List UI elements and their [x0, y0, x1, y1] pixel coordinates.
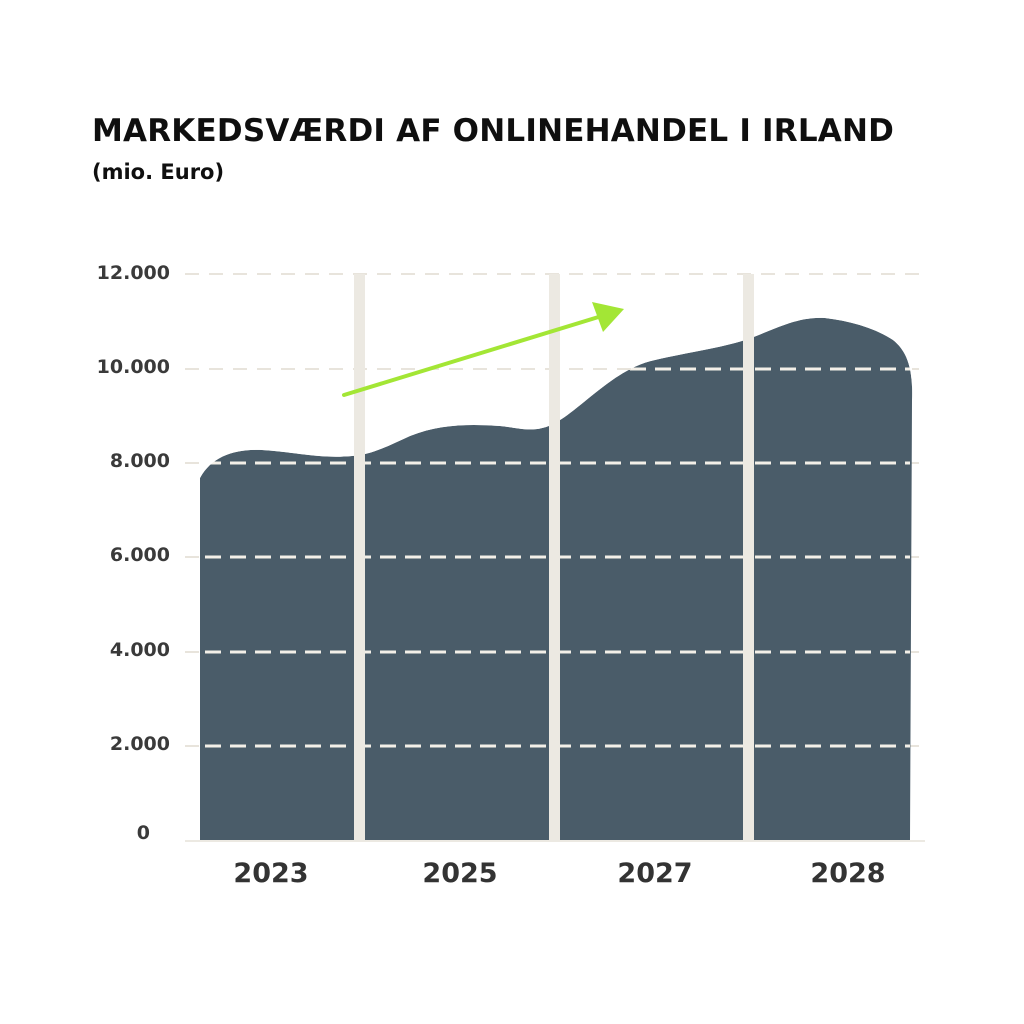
trend-arrow-icon [342, 302, 624, 397]
y-tick-label: 12.000 [96, 262, 170, 284]
y-tick-label: 10.000 [96, 356, 170, 378]
y-tick-label: 8.000 [109, 450, 170, 472]
y-tick-label: 6.000 [109, 544, 170, 566]
y-tick-label: 4.000 [109, 639, 170, 661]
separators [354, 274, 754, 842]
y-tick-label: 0 [136, 822, 150, 844]
chart-subtitle: (mio. Euro) [92, 160, 225, 184]
x-tick-label: 2023 [233, 858, 309, 889]
x-tick-label: 2025 [422, 858, 498, 889]
chart-title: MARKEDSVÆRDI AF ONLINEHANDEL I IRLAND [92, 113, 895, 149]
x-tick-label: 2028 [810, 858, 886, 889]
x-tick-label: 2027 [617, 858, 693, 889]
y-tick-label: 2.000 [109, 733, 170, 755]
